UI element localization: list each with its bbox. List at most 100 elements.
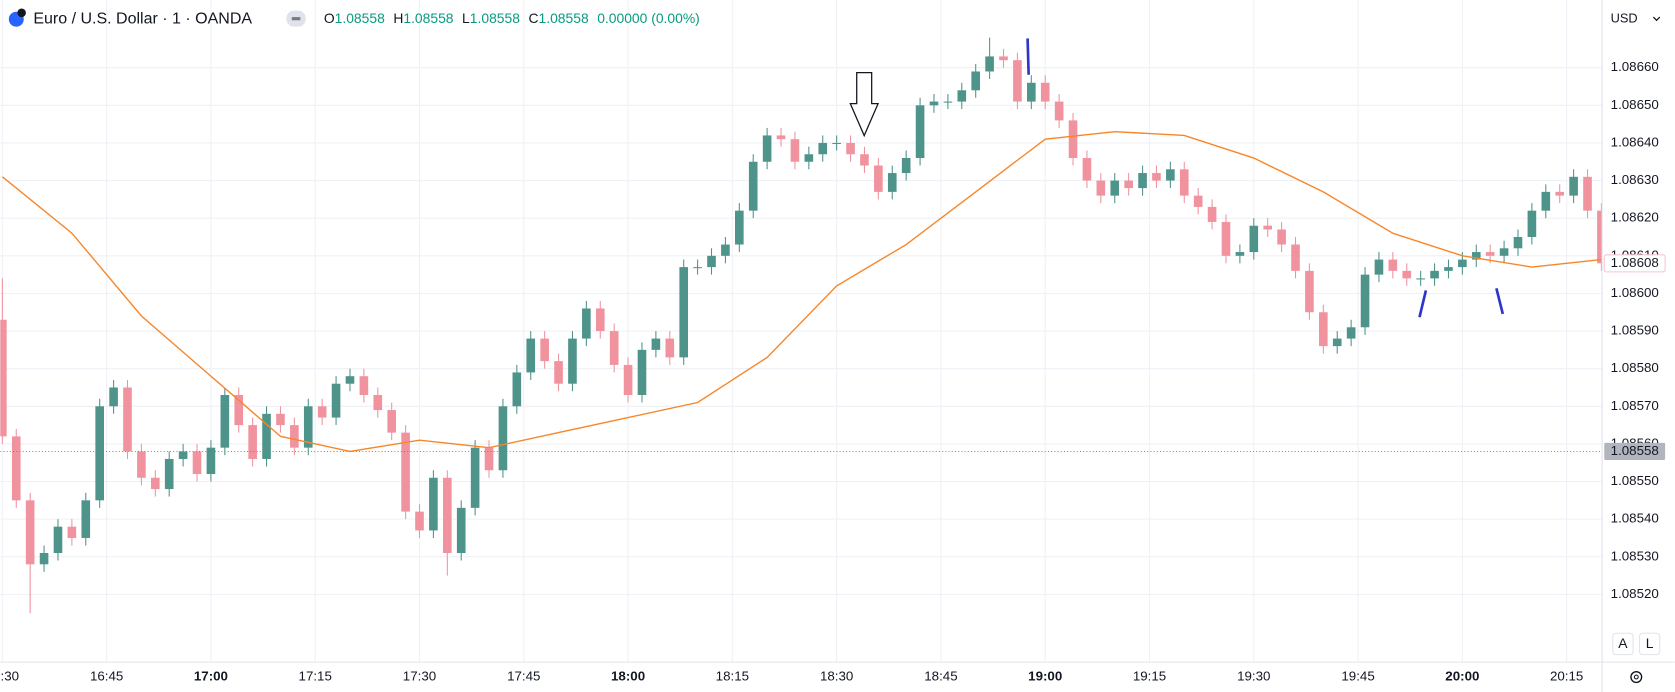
candle-body bbox=[39, 553, 49, 565]
settings-button[interactable] bbox=[1630, 671, 1643, 684]
controls: USD A L bbox=[1605, 4, 1670, 684]
x-tick-label: 16:30 bbox=[0, 669, 19, 684]
ohlc-key: C bbox=[528, 10, 538, 26]
x-tick-label: 17:45 bbox=[507, 669, 540, 684]
candle-body bbox=[1054, 101, 1064, 121]
candle-body bbox=[248, 425, 257, 459]
drawing-stroke bbox=[1026, 38, 1030, 75]
candle-body bbox=[1360, 274, 1370, 328]
candle-body bbox=[1179, 169, 1189, 196]
candle-body bbox=[915, 105, 925, 159]
y-tick-label: 1.08530 bbox=[1611, 548, 1659, 563]
ohlc-value: 1.08558 bbox=[403, 10, 453, 26]
candle-body bbox=[415, 511, 424, 531]
ohlc-key: L bbox=[462, 10, 470, 26]
candle-body bbox=[67, 526, 77, 538]
symbol-title: Euro / U.S. Dollar · 1 · OANDA bbox=[33, 10, 252, 27]
currency-button[interactable] bbox=[1605, 4, 1670, 35]
candle-body bbox=[776, 135, 786, 140]
candle-body bbox=[53, 526, 63, 554]
y-tick-label: 1.08540 bbox=[1611, 511, 1659, 526]
ohlc-item: H1.08558 bbox=[393, 10, 453, 26]
candle-body bbox=[262, 413, 271, 459]
auto-button[interactable] bbox=[1612, 632, 1634, 656]
candle-body bbox=[1193, 195, 1203, 207]
annotations bbox=[849, 38, 1505, 318]
x-tick-label: 19:00 bbox=[1028, 669, 1062, 684]
toggle-icon bbox=[291, 17, 301, 21]
x-tick-label: 18:45 bbox=[924, 669, 957, 684]
y-tick-label: 1.08640 bbox=[1611, 134, 1659, 149]
y-tick-label: 1.08590 bbox=[1611, 323, 1659, 338]
log-button[interactable] bbox=[1638, 632, 1661, 656]
log-label: L bbox=[1646, 635, 1654, 651]
y-tick-label: 1.08570 bbox=[1611, 398, 1659, 413]
candle-body bbox=[554, 361, 563, 384]
candle-body bbox=[693, 267, 702, 269]
candle-body bbox=[1096, 180, 1106, 196]
candle-body bbox=[707, 255, 716, 268]
candle-body bbox=[1110, 180, 1120, 196]
candle-body bbox=[95, 406, 104, 501]
candle-body bbox=[317, 406, 327, 418]
chevron bbox=[1652, 16, 1661, 22]
candle-body bbox=[290, 425, 299, 448]
x-tick-label: 18:15 bbox=[716, 669, 749, 684]
candle-body bbox=[1124, 180, 1133, 189]
candle-body bbox=[748, 161, 758, 211]
candle-body bbox=[1263, 225, 1273, 230]
candle-body bbox=[11, 436, 21, 501]
candle-body bbox=[456, 507, 466, 554]
candle-body bbox=[345, 376, 355, 384]
settings-icon bbox=[1633, 674, 1639, 680]
candle-body bbox=[1277, 229, 1286, 245]
x-tick-label: 18:30 bbox=[820, 669, 853, 684]
candle-body bbox=[901, 158, 911, 174]
symbol-icon bbox=[17, 8, 26, 18]
candle-body bbox=[1485, 252, 1495, 256]
ohlc-key: H bbox=[393, 10, 403, 26]
candle-body bbox=[1388, 259, 1398, 271]
candle-body bbox=[1221, 221, 1231, 256]
x-tick-label: 17:00 bbox=[194, 669, 228, 684]
candle-body bbox=[1319, 312, 1328, 347]
candle-body bbox=[637, 349, 647, 396]
last-price-box bbox=[1603, 254, 1666, 273]
candle-body bbox=[303, 406, 313, 448]
candle-body bbox=[1013, 60, 1022, 102]
y-tick-label: 1.08630 bbox=[1611, 172, 1659, 187]
candle-body bbox=[609, 331, 619, 365]
candle-body bbox=[123, 387, 132, 452]
price-axis-panel bbox=[1602, 0, 1675, 692]
candle-body bbox=[887, 173, 897, 192]
candle-body bbox=[137, 451, 146, 478]
auto-label: A bbox=[1618, 635, 1628, 651]
candle-body bbox=[1541, 191, 1551, 211]
candle-body bbox=[860, 154, 869, 166]
candle-body bbox=[1152, 173, 1161, 181]
candle-body bbox=[651, 338, 661, 350]
x-tick-label: 19:45 bbox=[1341, 669, 1374, 684]
candle-body bbox=[164, 458, 174, 490]
ohlc-item: O1.08558 bbox=[324, 10, 385, 26]
drawing-stroke bbox=[1495, 288, 1505, 315]
candle-body bbox=[735, 210, 744, 245]
candle-body bbox=[25, 500, 35, 565]
candle-body bbox=[359, 376, 369, 396]
candle-body bbox=[1416, 278, 1425, 280]
x-tick-label: 19:15 bbox=[1133, 669, 1166, 684]
candle-body bbox=[1402, 270, 1412, 279]
y-tick-label: 1.08550 bbox=[1611, 473, 1659, 488]
y-tick-label: 1.08580 bbox=[1611, 360, 1659, 375]
arrow-annotation bbox=[849, 71, 880, 138]
candle-body bbox=[1305, 270, 1314, 313]
candle-body bbox=[81, 500, 91, 538]
ohlc-item: 0.00000 (0.00%) bbox=[597, 10, 700, 26]
candle-body bbox=[512, 372, 522, 407]
candle-body bbox=[568, 338, 577, 384]
candle-body bbox=[832, 142, 841, 145]
ohlc-value: 0.00000 (0.00%) bbox=[597, 10, 700, 26]
candle-body bbox=[1569, 176, 1578, 196]
candle-body bbox=[234, 395, 244, 426]
